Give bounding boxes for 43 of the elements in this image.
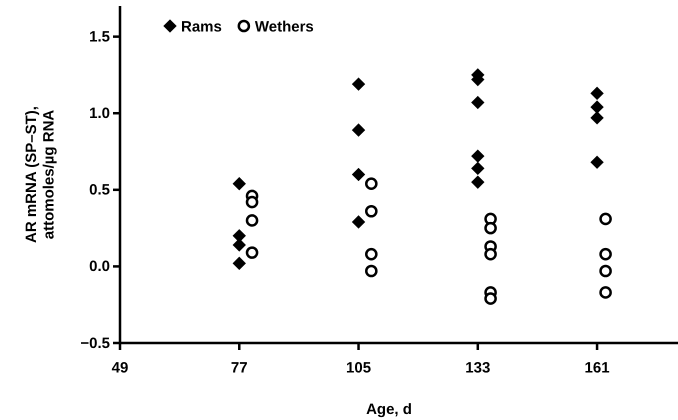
y-tick-label: 0.5: [89, 182, 110, 199]
point: [246, 196, 258, 208]
point: [232, 238, 246, 252]
x-tick-label: 49: [112, 360, 128, 376]
point: [599, 212, 612, 226]
x-tick-label: 161: [584, 360, 610, 376]
point: [471, 176, 484, 189]
point: [599, 248, 612, 260]
x-axis-title: Age, d: [366, 401, 412, 418]
point: [365, 177, 378, 190]
legend-label: Wethers: [254, 18, 314, 36]
point: [232, 256, 246, 270]
point: [484, 248, 497, 260]
point: [365, 264, 378, 278]
legend-label: Rams: [181, 18, 222, 36]
y-axis-title: AR mRNA (SP–ST), attomoles/µg RNA: [23, 106, 58, 243]
x-tick-label: 105: [346, 360, 372, 376]
point: [365, 204, 378, 218]
point: [232, 177, 246, 190]
y-tick-label: 0.0: [89, 258, 110, 276]
point: [246, 246, 258, 259]
y-tick-label: 1.0: [89, 105, 110, 122]
point: [484, 292, 497, 305]
point: [352, 215, 366, 229]
point: [590, 100, 604, 114]
point: [352, 78, 366, 91]
point: [599, 264, 612, 278]
point: [590, 111, 604, 124]
point: [590, 86, 604, 100]
point: [246, 214, 258, 227]
point: [365, 248, 378, 260]
point: [471, 150, 484, 163]
x-tick-label: 133: [465, 360, 490, 376]
point: [352, 124, 366, 137]
point: [599, 286, 612, 299]
y-tick-label: −0.5: [80, 334, 110, 352]
point: [484, 222, 497, 234]
point: [471, 162, 484, 175]
point: [590, 156, 604, 169]
y-tick-label: 1.5: [89, 28, 110, 46]
point: [471, 96, 484, 110]
point: [352, 168, 366, 182]
x-tick-label: 77: [230, 360, 248, 376]
